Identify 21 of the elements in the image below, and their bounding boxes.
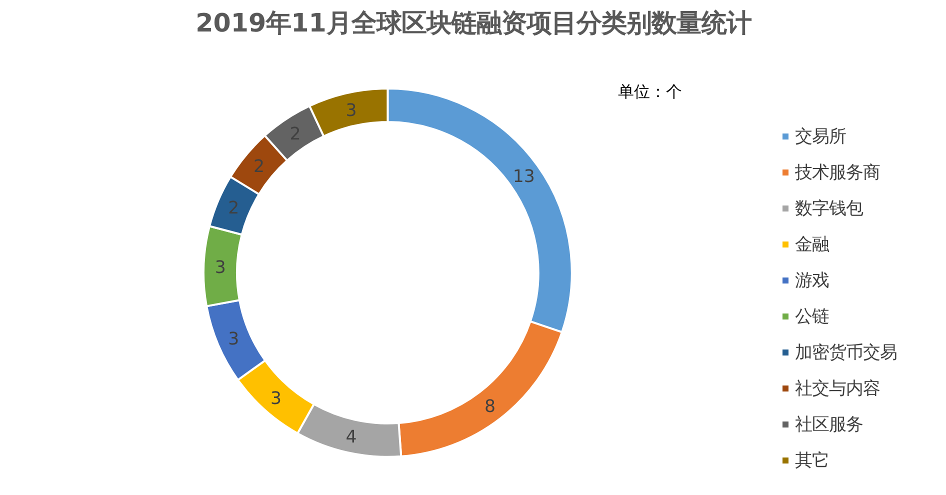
legend-label: 数字钱包	[795, 198, 863, 220]
legend-label: 游戏	[795, 270, 829, 292]
data-label: 3	[228, 330, 240, 350]
legend-label: 金融	[795, 234, 829, 256]
data-label: 3	[346, 100, 357, 121]
text: 单位：个	[618, 82, 682, 102]
data-label: 8	[484, 396, 496, 417]
legend-label: 公链	[795, 306, 829, 328]
data-label: 13	[512, 166, 535, 187]
legend-label: 社交与内容	[795, 378, 880, 400]
legend-label: 交易所	[795, 126, 846, 148]
data-label: 2	[253, 157, 265, 178]
data-label: 4	[346, 428, 357, 448]
legend-label: 技术服务商	[795, 162, 880, 184]
legend-label: 其它	[795, 450, 829, 472]
legend-label: 社区服务	[795, 414, 863, 436]
data-label: 3	[214, 258, 226, 278]
legend-label: 加密货币交易	[795, 342, 897, 364]
data-label: 3	[270, 388, 282, 409]
chart-title: 2019年11月全球区块链融资项目分类别数量统计	[196, 8, 752, 38]
data-label: 2	[228, 198, 240, 219]
